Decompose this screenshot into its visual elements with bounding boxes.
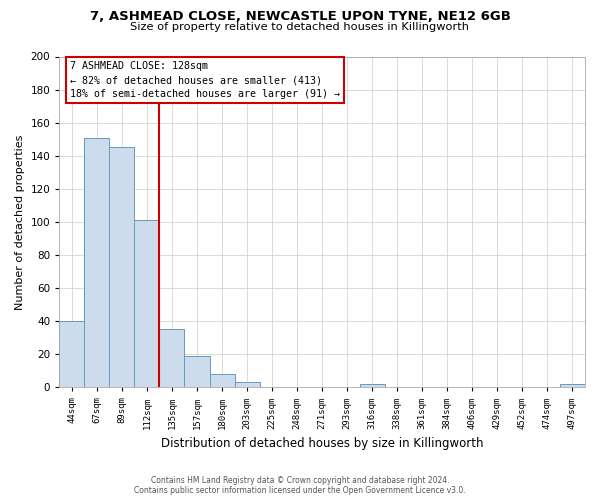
Bar [360, 384, 385, 388]
Bar [235, 382, 260, 388]
Y-axis label: Number of detached properties: Number of detached properties [15, 134, 25, 310]
Bar [59, 321, 85, 388]
Bar [109, 148, 134, 388]
Bar [209, 374, 235, 388]
Text: Size of property relative to detached houses in Killingworth: Size of property relative to detached ho… [131, 22, 470, 32]
Bar [85, 138, 109, 388]
Bar [134, 220, 160, 388]
Bar [560, 384, 585, 388]
X-axis label: Distribution of detached houses by size in Killingworth: Distribution of detached houses by size … [161, 437, 484, 450]
Text: 7 ASHMEAD CLOSE: 128sqm
← 82% of detached houses are smaller (413)
18% of semi-d: 7 ASHMEAD CLOSE: 128sqm ← 82% of detache… [70, 62, 340, 100]
Text: Contains HM Land Registry data © Crown copyright and database right 2024.
Contai: Contains HM Land Registry data © Crown c… [134, 476, 466, 495]
Bar [184, 356, 209, 388]
Bar [160, 330, 184, 388]
Text: 7, ASHMEAD CLOSE, NEWCASTLE UPON TYNE, NE12 6GB: 7, ASHMEAD CLOSE, NEWCASTLE UPON TYNE, N… [89, 10, 511, 23]
